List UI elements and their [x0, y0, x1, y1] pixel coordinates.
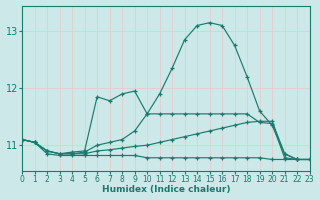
X-axis label: Humidex (Indice chaleur): Humidex (Indice chaleur)	[102, 185, 230, 194]
